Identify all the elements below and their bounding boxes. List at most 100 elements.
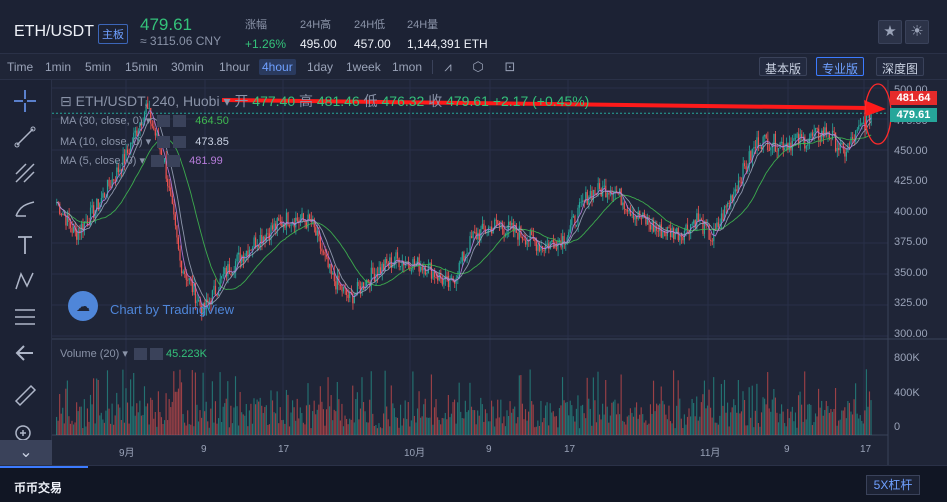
timeframe-4hour[interactable]: 4hour [259,59,296,75]
volume-bar [810,404,812,435]
volume-bar [248,410,250,435]
collapse-tools-chevron-down-icon[interactable]: ⌄ [0,440,52,465]
candle-body [733,191,735,202]
volume-bar [637,418,639,435]
candle-body [497,220,499,225]
ma-label: MA (30, close, 0) [60,115,143,127]
timeframe-time[interactable]: Time [7,60,34,74]
volume-bar [727,402,729,435]
timeframe-15min[interactable]: 15min [125,60,158,74]
volume-bar [608,422,610,435]
text-icon[interactable] [10,230,40,260]
volume-bar [193,426,195,435]
fib-retracement-icon[interactable] [10,302,40,332]
chart-type-icon[interactable]: ⩘ [444,59,452,74]
volume-bar [867,406,869,435]
ruler-icon[interactable] [10,380,40,410]
volume-bar [654,411,656,435]
volume-bar [543,417,545,435]
candle-body [506,230,508,235]
volume-bar [148,424,150,435]
volume-bar [117,404,119,435]
timeframe-1day[interactable]: 1day [307,60,334,74]
indicator-close-icon[interactable] [167,155,181,168]
favorite-star-icon[interactable]: ★ [878,20,902,44]
timeframe-1min[interactable]: 1min [45,60,72,74]
basic-view-button[interactable]: 基本版 [759,57,808,76]
theme-sun-icon[interactable]: ☀ [905,20,929,44]
volume-bar [649,404,652,435]
volume-bar [191,370,193,435]
candle-body [207,299,209,302]
indicator-settings-icon[interactable] [151,155,165,168]
chart-canvas[interactable] [52,80,947,465]
settings-hex-icon[interactable]: ⬡ [472,59,484,74]
volume-bar [224,403,226,435]
candle-body [504,234,507,236]
candle-body [100,197,102,203]
volume-bar [759,426,761,435]
crosshair-icon[interactable] [10,86,40,116]
volume-bar [788,418,790,435]
timeframe-1week[interactable]: 1week [346,60,381,74]
price-chart[interactable]: ⊟ ETH/USDT, 240, Huobi ▾ 开 477.40 高 481.… [52,80,947,465]
volume-bar [163,420,166,435]
volume-bar [267,424,269,435]
candle-body [197,299,200,301]
volume-bar [790,411,792,435]
timeframe-5min[interactable]: 5min [85,60,112,74]
candle-body [558,240,561,242]
margin-5x-button[interactable]: 5X杠杆 [866,475,920,495]
spot-trading-tab[interactable]: 币币交易 [14,481,63,495]
ma5-legend[interactable]: MA (5, close, 0) ▾ 481.99 [60,155,223,168]
indicator-settings-icon[interactable] [133,348,147,361]
indicator-close-icon[interactable] [149,348,163,361]
candle-body [217,290,220,296]
timeframe-30min[interactable]: 30min [171,60,204,74]
candle-body [196,300,198,304]
pattern-icon[interactable] [10,266,40,296]
indicator-close-icon[interactable] [173,136,187,149]
candle-body [440,273,442,279]
candle-body [634,215,636,220]
volume-bar [492,406,494,435]
legend-collapse-icon[interactable]: ⊟ [60,93,72,109]
screenshot-icon[interactable]: ⊡ [504,59,516,74]
volume-bar [353,422,355,435]
candle-body [631,213,633,216]
volume-bar [196,404,198,435]
volume-bar [68,416,70,435]
indicator-settings-icon[interactable] [157,115,171,128]
candle-body [855,130,857,142]
candle-body [586,192,588,205]
pitchfork-icon[interactable] [10,158,40,188]
indicator-close-icon[interactable] [173,115,187,128]
timeframe-1hour[interactable]: 1hour [219,60,250,74]
candle-body [265,233,267,241]
volume-bar [304,424,306,435]
candle-body [375,273,377,282]
depth-view-button[interactable]: 深度图 [876,57,925,76]
candle-body [279,220,281,222]
indicator-settings-icon[interactable] [157,136,171,149]
candle-body [443,278,445,285]
pro-view-button[interactable]: 专业版 [816,57,865,76]
pair-name[interactable]: ETH/USDT [14,23,94,40]
trend-line-icon[interactable] [10,122,40,152]
candle-body [221,276,223,279]
candle-body [136,130,138,136]
volume-bar [199,410,201,435]
ma30-legend[interactable]: MA (30, close, 0) ▾ 464.50 [60,115,229,128]
timeframe-1mon[interactable]: 1mon [392,60,423,74]
volume-bar [714,422,716,435]
tradingview-watermark: Chart by TradingView [110,302,235,317]
candle-body [674,233,676,240]
brush-icon[interactable] [10,194,40,224]
candle-body [147,103,149,109]
candle-body [62,213,64,215]
candle-body [858,125,860,130]
time-tick: 11月 [700,448,721,459]
volume-bar [518,375,520,435]
ma10-legend[interactable]: MA (10, close, 0) ▾ 473.85 [60,136,229,149]
back-arrow-icon[interactable] [10,338,40,368]
